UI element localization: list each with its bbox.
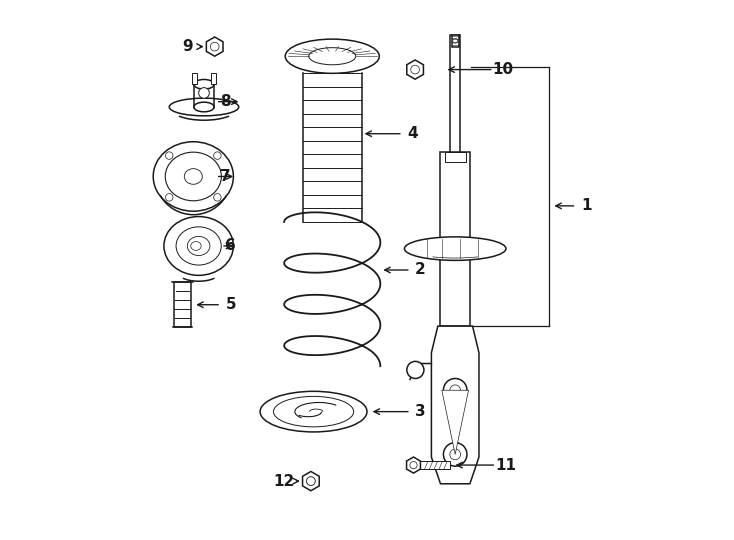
Circle shape [407, 361, 424, 379]
Text: 3: 3 [415, 404, 426, 419]
Text: 5: 5 [225, 297, 236, 312]
Ellipse shape [176, 227, 221, 265]
Text: 1: 1 [581, 198, 592, 213]
Ellipse shape [191, 241, 201, 251]
Circle shape [214, 152, 221, 159]
Circle shape [307, 477, 315, 485]
Polygon shape [407, 457, 421, 473]
Bar [211, 72, 216, 84]
Ellipse shape [274, 396, 354, 427]
Polygon shape [407, 60, 424, 79]
Circle shape [411, 65, 419, 74]
Polygon shape [432, 326, 479, 484]
Ellipse shape [153, 141, 233, 211]
Ellipse shape [184, 168, 203, 184]
Text: 11: 11 [495, 457, 517, 472]
Ellipse shape [194, 102, 214, 112]
Bar [421, 461, 450, 469]
Ellipse shape [165, 152, 222, 201]
Ellipse shape [260, 392, 367, 432]
Text: 7: 7 [220, 169, 230, 184]
Circle shape [165, 194, 173, 201]
Bar [451, 35, 460, 152]
Text: 12: 12 [274, 474, 295, 489]
Circle shape [165, 152, 173, 159]
Circle shape [443, 379, 467, 402]
Bar [174, 282, 191, 327]
Ellipse shape [170, 98, 239, 116]
Circle shape [199, 87, 209, 98]
Ellipse shape [194, 79, 214, 89]
Bar [445, 152, 466, 162]
Circle shape [450, 385, 460, 396]
Polygon shape [442, 390, 468, 454]
Ellipse shape [164, 217, 233, 275]
Bar [440, 152, 470, 326]
Bar [192, 72, 197, 84]
Circle shape [450, 449, 460, 460]
Circle shape [410, 462, 417, 469]
Circle shape [307, 477, 315, 485]
Text: 9: 9 [183, 39, 193, 54]
Bar [451, 35, 459, 46]
Ellipse shape [309, 48, 356, 65]
Circle shape [453, 38, 457, 43]
Text: 8: 8 [220, 94, 230, 109]
Polygon shape [206, 37, 223, 56]
Ellipse shape [404, 237, 506, 260]
Polygon shape [302, 471, 319, 491]
Text: 10: 10 [493, 62, 514, 77]
Circle shape [214, 194, 221, 201]
Circle shape [443, 443, 467, 466]
Ellipse shape [187, 237, 210, 255]
Circle shape [211, 42, 219, 51]
Text: 6: 6 [225, 239, 236, 253]
Text: 2: 2 [415, 262, 426, 278]
Text: 4: 4 [407, 126, 418, 141]
Ellipse shape [286, 39, 379, 73]
